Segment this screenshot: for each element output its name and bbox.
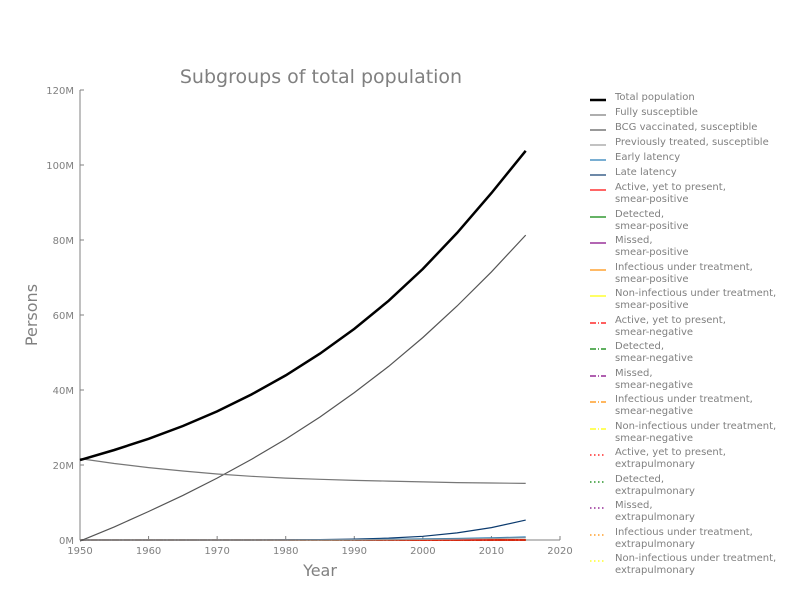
y-axis-label: Persons <box>22 284 41 346</box>
legend-item: Detected, smear-positive <box>590 209 795 236</box>
legend-item: Non-infectious under treatment, extrapul… <box>590 553 795 580</box>
legend-swatch <box>590 374 606 377</box>
x-axis-label: Year <box>302 561 337 580</box>
legend-label: Active, yet to present, extrapulmonary <box>615 447 726 470</box>
legend-label: Active, yet to present, smear-negative <box>615 314 726 338</box>
legend-label: Missed, smear-positive <box>615 235 689 258</box>
chart-title: Subgroups of total population <box>180 66 462 88</box>
x-tick-label: 1970 <box>204 546 229 557</box>
y-tick-label: 120M <box>46 86 74 97</box>
legend-item: Late latency <box>590 167 795 182</box>
legend-item: Detected, extrapulmonary <box>590 474 795 501</box>
legend-label: Late latency <box>615 167 677 178</box>
y-tick-label: 20M <box>53 461 74 472</box>
legend-item: Active, yet to present, extrapulmonary <box>590 447 795 474</box>
series-line <box>80 519 526 541</box>
legend-item: Missed, smear-negative <box>590 368 795 395</box>
legend-label: Detected, smear-positive <box>615 208 689 232</box>
legend-item: BCG vaccinated, susceptible <box>590 122 795 137</box>
legend-label: Infectious under treatment, extrapulmona… <box>615 526 753 550</box>
y-tick-label: 60M <box>53 311 74 322</box>
x-tick-label: 1960 <box>136 546 161 557</box>
legend-swatch <box>590 560 606 562</box>
legend-label: BCG vaccinated, susceptible <box>615 122 758 133</box>
legend-swatch <box>590 321 606 324</box>
x-tick-label: 2010 <box>479 546 504 557</box>
legend-item: Missed, smear-positive <box>590 235 795 262</box>
x-tick-label: 2020 <box>547 546 572 557</box>
y-tick-label: 0M <box>59 536 74 547</box>
axes: 1950 1960 1970 1980 1990 2000 2010 2020 0M 20M 40M… <box>46 86 572 557</box>
legend-swatch <box>590 348 606 350</box>
y-tick-label: 100M <box>46 161 74 172</box>
x-tick-label: 1980 <box>273 546 298 557</box>
legend-label: Infectious under treatment, smear-positi… <box>615 261 753 285</box>
legend-swatch <box>590 129 606 131</box>
x-tick-label: 2000 <box>410 546 435 557</box>
legend-swatch <box>590 427 606 430</box>
legend-item: Non-infectious under treatment, smear-ne… <box>590 421 795 448</box>
legend-swatch <box>590 295 606 297</box>
legend-swatch <box>590 268 606 271</box>
legend-label: Non-infectious under treatment, extrapul… <box>615 553 777 576</box>
legend-swatch <box>590 114 606 116</box>
legend-swatch <box>590 174 606 176</box>
legend-item: Infectious under treatment, smear-positi… <box>590 262 795 289</box>
legend-item: Non-infectious under treatment, smear-po… <box>590 288 795 315</box>
legend-swatch <box>590 507 606 509</box>
y-tick-label: 40M <box>53 386 74 397</box>
legend-swatch <box>590 533 606 536</box>
legend-label: Total population <box>615 92 695 103</box>
legend-label: Non-infectious under treatment, smear-ne… <box>615 420 777 444</box>
legend-swatch <box>590 242 606 244</box>
legend-label: Previously treated, susceptible <box>615 137 769 148</box>
legend-item: Active, yet to present, smear-positive <box>590 182 795 209</box>
legend-item: Previously treated, susceptible <box>590 137 795 152</box>
legend-swatch <box>590 189 606 191</box>
legend-swatch <box>590 480 606 483</box>
legend-swatch <box>590 401 606 403</box>
legend-swatch <box>590 215 606 218</box>
legend-label: Detected, extrapulmonary <box>615 473 695 497</box>
legend-item: Fully susceptible <box>590 107 795 122</box>
series-line <box>79 234 527 542</box>
x-tick-label: 1990 <box>342 546 367 557</box>
legend-item: Missed, extrapulmonary <box>590 500 795 527</box>
legend-item: Total population <box>590 92 795 107</box>
series-line <box>80 537 526 541</box>
series-line <box>79 458 526 484</box>
legend-item: Infectious under treatment, extrapulmona… <box>590 527 795 554</box>
legend-item: Detected, smear-negative <box>590 341 795 368</box>
legend-label: Missed, smear-negative <box>615 367 694 391</box>
x-tick-label: 1950 <box>67 546 92 557</box>
series-line <box>79 150 527 462</box>
legend-label: Missed, extrapulmonary <box>615 500 695 523</box>
legend-item: Active, yet to present, smear-negative <box>590 315 795 342</box>
legend-swatch <box>590 159 606 161</box>
legend-label: Detected, smear-negative <box>615 341 694 364</box>
legend-label: Non-infectious under treatment, smear-po… <box>615 288 777 311</box>
legend-swatch <box>590 98 606 102</box>
legend-label: Infectious under treatment, smear-negati… <box>615 394 753 417</box>
legend-item: Infectious under treatment, smear-negati… <box>590 394 795 421</box>
legend-item: Early latency <box>590 152 795 167</box>
legend: Total population Fully susceptible BCG vac… <box>590 92 795 580</box>
legend-label: Active, yet to present, smear-positive <box>615 182 726 205</box>
legend-swatch <box>590 144 606 146</box>
series-lines <box>79 150 527 542</box>
legend-swatch <box>590 454 606 456</box>
legend-label: Fully susceptible <box>615 107 698 118</box>
y-tick-label: 80M <box>53 236 74 247</box>
legend-label: Early latency <box>615 152 681 163</box>
